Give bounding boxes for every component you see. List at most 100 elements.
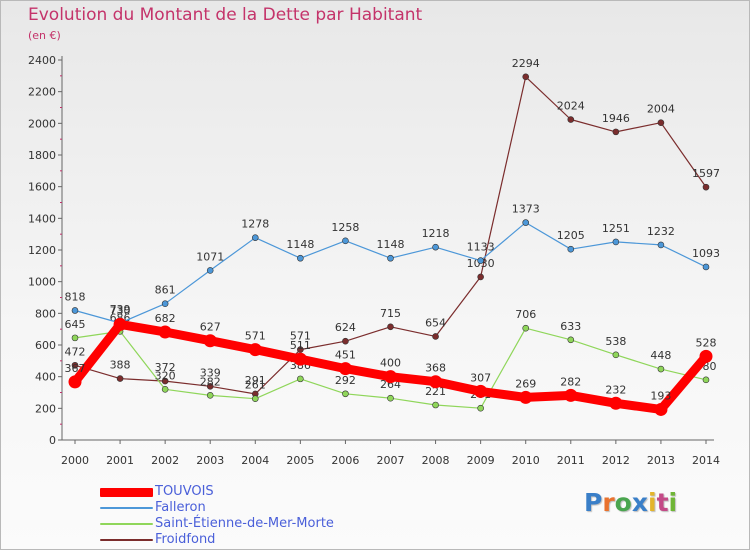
x-tick-label: 2013 xyxy=(647,454,675,467)
data-label-falleron: 1251 xyxy=(602,222,630,235)
data-label-touvois: 367 xyxy=(65,362,86,375)
legend-swatch-falleron xyxy=(100,507,153,509)
data-label-saint-etienne-de-mer-morte: 320 xyxy=(155,369,176,382)
data-label-falleron: 1148 xyxy=(377,238,405,251)
data-point-touvois xyxy=(519,390,533,404)
data-point-falleron xyxy=(567,245,575,253)
data-point-falleron xyxy=(657,241,665,249)
data-point-touvois xyxy=(474,384,488,398)
y-tick-label: 1000 xyxy=(28,276,56,289)
data-point-touvois xyxy=(654,402,668,416)
y-tick-label: 400 xyxy=(35,371,56,384)
data-label-froidfond: 654 xyxy=(425,316,446,329)
data-label-touvois: 451 xyxy=(335,349,356,362)
x-tick-label: 2014 xyxy=(692,454,720,467)
data-label-saint-etienne-de-mer-morte: 538 xyxy=(605,335,626,348)
data-label-touvois: 682 xyxy=(155,312,176,325)
data-label-saint-etienne-de-mer-morte: 645 xyxy=(65,318,86,331)
data-label-froidfond: 1946 xyxy=(602,112,630,125)
legend-label-falleron: Falleron xyxy=(155,500,206,515)
x-tick-label: 2007 xyxy=(377,454,405,467)
data-label-touvois: 269 xyxy=(515,377,536,390)
y-tick-label: 1600 xyxy=(28,181,56,194)
y-tick-label: 1800 xyxy=(28,149,56,162)
data-point-froidfond xyxy=(567,116,575,123)
x-tick-label: 2012 xyxy=(602,454,630,467)
data-point-falleron xyxy=(702,263,710,271)
x-tick-label: 2006 xyxy=(331,454,359,467)
data-label-falleron: 1071 xyxy=(196,250,224,263)
data-label-touvois: 400 xyxy=(380,357,401,370)
data-label-froidfond: 472 xyxy=(65,345,86,358)
data-point-touvois xyxy=(429,375,443,389)
data-point-saint-etienne-de-mer-morte xyxy=(251,395,259,402)
data-label-touvois: 193 xyxy=(650,389,671,402)
data-point-falleron xyxy=(161,300,169,307)
data-point-froidfond xyxy=(71,361,79,369)
data-label-falleron: 1258 xyxy=(331,221,359,234)
x-tick-label: 2001 xyxy=(106,454,134,467)
data-point-falleron xyxy=(432,243,439,251)
data-point-touvois xyxy=(564,388,578,402)
x-tick-label: 2011 xyxy=(557,454,585,467)
data-point-falleron xyxy=(342,237,349,245)
data-point-froidfond xyxy=(702,183,710,191)
data-point-saint-etienne-de-mer-morte xyxy=(432,401,439,409)
data-label-touvois: 368 xyxy=(425,362,446,375)
x-tick-label: 2000 xyxy=(61,454,89,467)
proxiti-logo: Proxiti xyxy=(584,488,678,517)
data-label-falleron: 861 xyxy=(155,284,176,297)
data-point-saint-etienne-de-mer-morte xyxy=(161,386,169,393)
data-label-froidfond: 1597 xyxy=(692,167,720,180)
data-point-saint-etienne-de-mer-morte xyxy=(297,375,304,383)
data-point-falleron xyxy=(612,238,620,246)
data-label-touvois: 730 xyxy=(110,304,131,317)
legend-swatch-touvois xyxy=(100,488,153,497)
data-point-saint-etienne-de-mer-morte xyxy=(387,394,394,402)
data-label-froidfond: 2004 xyxy=(647,103,675,116)
data-label-falleron: 1148 xyxy=(286,238,314,251)
data-label-froidfond: 372 xyxy=(155,361,176,374)
data-point-falleron xyxy=(206,267,214,274)
x-tick-label: 2002 xyxy=(151,454,179,467)
data-point-touvois xyxy=(158,325,172,339)
data-label-saint-etienne-de-mer-morte: 706 xyxy=(515,308,536,321)
chart-subtitle: (en €) xyxy=(28,29,61,42)
data-label-touvois: 282 xyxy=(560,375,581,388)
legend-label-saint-etienne: Saint-Étienne-de-Mer-Morte xyxy=(155,516,334,531)
data-label-saint-etienne-de-mer-morte: 448 xyxy=(650,349,671,362)
data-label-froidfond: 291 xyxy=(245,374,266,387)
data-point-froidfond xyxy=(657,119,665,126)
data-point-touvois xyxy=(699,349,713,363)
data-label-touvois: 511 xyxy=(290,339,311,352)
data-point-saint-etienne-de-mer-morte xyxy=(477,404,484,412)
data-label-falleron: 1278 xyxy=(241,218,269,231)
y-tick-label: 1400 xyxy=(28,212,56,225)
data-point-saint-etienne-de-mer-morte xyxy=(522,324,530,332)
data-point-touvois xyxy=(113,317,127,331)
data-point-touvois xyxy=(203,334,217,348)
data-label-froidfond: 2294 xyxy=(512,57,540,70)
data-point-froidfond xyxy=(342,337,349,345)
data-point-froidfond xyxy=(206,383,214,390)
data-point-touvois xyxy=(384,370,397,384)
data-label-saint-etienne-de-mer-morte: 633 xyxy=(560,320,581,333)
data-label-falleron: 1373 xyxy=(512,203,540,216)
data-label-falleron: 1133 xyxy=(467,241,495,254)
data-label-touvois: 627 xyxy=(200,321,221,334)
data-point-froidfond xyxy=(522,73,530,81)
data-point-touvois xyxy=(293,352,307,366)
data-point-touvois xyxy=(609,396,623,410)
legend-label-touvois: TOUVOIS xyxy=(155,484,214,499)
data-point-froidfond xyxy=(432,333,439,340)
y-tick-label: 800 xyxy=(35,307,56,320)
y-tick-label: 2400 xyxy=(28,54,56,67)
data-label-touvois: 307 xyxy=(470,371,491,384)
legend-label-froidfond: Froidfond xyxy=(155,532,216,547)
data-label-falleron: 739 xyxy=(110,303,131,316)
data-label-touvois: 232 xyxy=(605,383,626,396)
data-point-saint-etienne-de-mer-morte xyxy=(342,390,349,398)
data-point-falleron xyxy=(251,234,259,241)
y-tick-label: 200 xyxy=(35,402,56,415)
